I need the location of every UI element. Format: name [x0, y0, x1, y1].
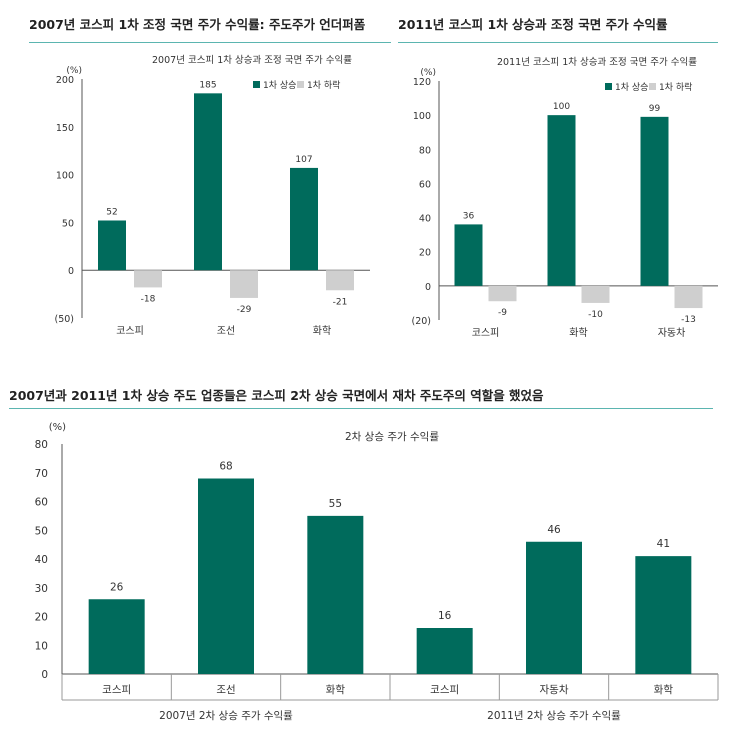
y-tick-label: 100 [56, 171, 74, 182]
y-tick-label: 0 [68, 266, 74, 277]
bar [416, 628, 473, 674]
bar [307, 515, 364, 674]
legend-swatch-1 [297, 81, 304, 88]
bar-value-label: 107 [295, 155, 312, 165]
y-tick-label: 60 [419, 179, 431, 190]
category-label: 코스피 [430, 684, 459, 696]
top-right-title-rule [398, 42, 718, 43]
bar-up [454, 224, 483, 286]
top-left-panel-title: 2007년 코스피 1차 조정 국면 주가 수익률: 주도주가 언더퍼폼 [29, 17, 366, 32]
category-label: 조선 [217, 325, 235, 337]
bar-down [134, 270, 162, 288]
bar-value-label: -9 [498, 308, 507, 318]
bar-up [194, 93, 222, 271]
category-label: 화학 [313, 325, 331, 337]
bar-value-label: -10 [588, 310, 603, 320]
chart-title: 2차 상승 주가 수익률 [345, 431, 439, 443]
bar-value-label: 41 [657, 538, 670, 550]
y-tick-label: 30 [35, 583, 48, 595]
y-tick-label: 20 [419, 248, 431, 259]
bar-value-label: 46 [547, 524, 561, 536]
bar-value-label: -29 [237, 305, 252, 315]
y-axis-unit: (%) [49, 422, 66, 433]
y-tick-label: 120 [413, 77, 431, 88]
bar-up [98, 220, 126, 271]
y-tick-label: 40 [35, 554, 48, 566]
y-tick-label: 150 [56, 123, 74, 134]
chart-title: 2011년 코스피 1차 상승과 조정 국면 주가 수익률 [497, 56, 697, 68]
category-label: 코스피 [102, 684, 131, 696]
category-label: 화학 [654, 684, 674, 696]
bar-down [488, 285, 517, 302]
bar-value-label: 26 [110, 581, 124, 593]
bar [635, 556, 692, 674]
bottom-panel-title: 2007년과 2011년 1차 상승 주도 업종들은 코스피 2차 상승 국면에… [9, 388, 544, 403]
y-tick-label: 0 [41, 669, 48, 681]
legend-label-0: 1차 상승 [615, 81, 648, 93]
legend-label-1: 1차 하락 [659, 81, 692, 93]
y-tick-label: 20 [35, 612, 48, 624]
bar-value-label: 52 [106, 207, 117, 217]
y-tick-label: 70 [35, 468, 48, 480]
y-tick-label: 40 [419, 214, 431, 225]
bar-value-label: 99 [649, 104, 661, 114]
bar-value-label: 68 [219, 461, 232, 473]
bar-value-label: -21 [333, 297, 348, 307]
y-tick-label: 60 [35, 497, 48, 509]
bar [526, 541, 582, 674]
top-right-panel-title: 2011년 코스피 1차 상승과 조정 국면 주가 수익률 [398, 17, 668, 32]
top-left-title-rule [29, 42, 391, 43]
category-label: 코스피 [116, 325, 144, 337]
bar-value-label: 16 [438, 610, 452, 622]
y-tick-label: 80 [35, 439, 48, 451]
bar [88, 599, 145, 674]
y-tick-label: (20) [411, 316, 431, 327]
group-label: 2011년 2차 상승 주가 수익률 [487, 710, 621, 722]
bar-up [547, 115, 576, 286]
y-tick-label: 100 [413, 111, 431, 122]
bar-down [230, 270, 258, 298]
bottom-title-rule [9, 408, 713, 409]
bar-up [640, 116, 669, 286]
bar-up [290, 167, 318, 271]
category-label: 자동차 [540, 684, 569, 696]
y-tick-label: 0 [425, 282, 431, 293]
y-tick-label: 200 [56, 75, 74, 86]
legend-swatch-0 [253, 81, 260, 88]
category-label: 화학 [326, 684, 346, 696]
chart-title: 2007년 코스피 1차 상승과 조정 국면 주가 수익률 [152, 54, 352, 66]
bar-value-label: -18 [141, 294, 156, 304]
legend-swatch-0 [605, 83, 612, 90]
bar-down [326, 270, 354, 291]
category-label: 화학 [569, 327, 587, 339]
category-label: 자동차 [658, 327, 686, 339]
y-axis-unit: (%) [420, 68, 436, 78]
bar-value-label: 36 [463, 211, 475, 221]
bar-value-label: 100 [553, 102, 570, 112]
bar-down [581, 285, 610, 303]
group-label: 2007년 2차 상승 주가 수익률 [159, 710, 293, 722]
category-label: 조선 [216, 684, 235, 696]
bar-value-label: 185 [199, 80, 216, 90]
category-label: 코스피 [472, 327, 500, 339]
legend-label-1: 1차 하락 [307, 79, 340, 91]
y-tick-label: 50 [62, 218, 74, 229]
y-tick-label: 80 [419, 145, 431, 156]
bar-down [674, 285, 703, 309]
y-axis-unit: (%) [66, 66, 82, 76]
y-tick-label: 10 [35, 640, 48, 652]
bar-value-label: -13 [681, 315, 696, 325]
legend-label-0: 1차 상승 [263, 79, 296, 91]
bar-value-label: 55 [329, 498, 342, 510]
legend-swatch-1 [649, 83, 656, 90]
bar [198, 478, 254, 674]
y-tick-label: (50) [54, 314, 74, 325]
y-tick-label: 50 [35, 525, 48, 537]
